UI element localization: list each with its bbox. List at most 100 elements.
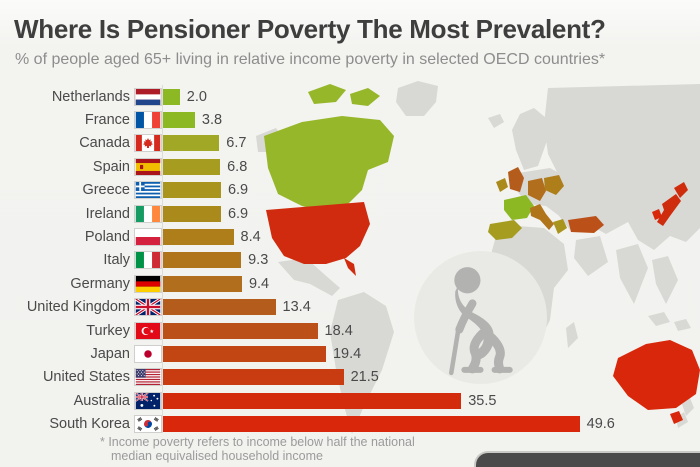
bar-row: Netherlands 2.0 bbox=[0, 85, 700, 108]
bar bbox=[163, 112, 195, 129]
bar bbox=[163, 88, 180, 105]
map-canada bbox=[264, 84, 394, 212]
bar bbox=[163, 322, 318, 339]
bar bbox=[163, 299, 276, 316]
map-united-kingdom bbox=[508, 167, 524, 192]
map-france bbox=[504, 195, 534, 220]
map-australia bbox=[613, 340, 700, 424]
page-title: Where Is Pensioner Poverty The Most Prev… bbox=[14, 14, 606, 44]
map-southeast-asia bbox=[652, 256, 678, 304]
bar-row: Japan 19.4 bbox=[0, 342, 700, 365]
bar-value-label: 8.4 bbox=[240, 229, 261, 246]
bar-row: Germany 9.4 bbox=[0, 272, 700, 295]
flag-au-icon bbox=[135, 392, 161, 409]
flag-tr-icon bbox=[135, 322, 161, 339]
bar bbox=[163, 369, 344, 386]
flag-us-icon bbox=[135, 369, 161, 386]
footnote: * Income poverty refers to income below … bbox=[100, 435, 415, 463]
map-indonesia-2 bbox=[674, 319, 691, 331]
bar-value-label: 3.8 bbox=[201, 112, 223, 129]
map-scandinavia bbox=[512, 108, 548, 170]
flag-ca-icon bbox=[135, 135, 161, 152]
bar bbox=[163, 392, 462, 409]
country-label: Greece bbox=[82, 182, 130, 199]
bar-chart: Netherlands 2.0 France 3.8 Canada 6.7 Sp… bbox=[0, 85, 700, 436]
bar-value-label: 21.5 bbox=[350, 369, 379, 386]
bar bbox=[163, 416, 580, 433]
elderly-person-with-cane-icon bbox=[449, 267, 513, 376]
map-arabia bbox=[574, 236, 608, 276]
country-label: France bbox=[84, 112, 130, 129]
footer-bar bbox=[474, 451, 700, 467]
flag-ie-icon bbox=[135, 205, 161, 222]
flag-gr-icon bbox=[135, 182, 161, 199]
bar-row: United States 21.5 bbox=[0, 366, 700, 389]
flag-it-icon bbox=[135, 252, 161, 269]
map-germany bbox=[528, 178, 546, 201]
cane bbox=[449, 327, 461, 376]
bar-value-label: 9.3 bbox=[248, 252, 269, 269]
bar-value-label: 6.7 bbox=[226, 135, 247, 152]
flag-fr-icon bbox=[135, 112, 161, 129]
country-label: South Korea bbox=[49, 416, 130, 433]
map-spain bbox=[488, 220, 522, 240]
map-turkey bbox=[568, 216, 604, 233]
flag-de-icon bbox=[135, 275, 161, 292]
flag-jp-icon bbox=[135, 345, 161, 362]
country-label: Spain bbox=[92, 158, 130, 175]
bar bbox=[163, 158, 221, 175]
bar-row: Turkey 18.4 bbox=[0, 319, 700, 342]
elderly-person-badge bbox=[414, 251, 547, 384]
map-japan bbox=[657, 182, 688, 226]
bar bbox=[163, 345, 326, 362]
bar-row: Greece 6.9 bbox=[0, 179, 700, 202]
country-label: Ireland bbox=[85, 205, 130, 222]
country-label: Canada bbox=[79, 135, 130, 152]
country-label: Poland bbox=[84, 229, 130, 246]
flag-pl-icon bbox=[135, 229, 161, 246]
bar-value-label: 49.6 bbox=[586, 416, 615, 433]
bar-value-label: 18.4 bbox=[324, 322, 353, 339]
map-ireland bbox=[496, 178, 508, 192]
bar-value-label: 6.8 bbox=[227, 158, 248, 175]
map-greece bbox=[553, 219, 567, 234]
flag-es-icon bbox=[135, 158, 161, 175]
bar bbox=[163, 229, 234, 246]
map-poland bbox=[544, 175, 564, 195]
map-united-states bbox=[266, 202, 370, 276]
map-south-korea bbox=[652, 209, 662, 220]
country-label: Australia bbox=[73, 392, 130, 409]
map-mexico bbox=[278, 258, 340, 296]
bar-row: Canada 6.7 bbox=[0, 132, 700, 155]
map-indonesia-1 bbox=[648, 312, 670, 326]
country-label: United States bbox=[42, 369, 130, 386]
country-label: United Kingdom bbox=[26, 299, 130, 316]
country-label: Italy bbox=[103, 252, 130, 269]
bar-row: South Korea 49.6 bbox=[0, 412, 700, 435]
bar bbox=[163, 252, 242, 269]
country-label: Netherlands bbox=[51, 88, 130, 105]
bar bbox=[163, 182, 221, 199]
bar-row: United Kingdom 13.4 bbox=[0, 296, 700, 319]
country-label: Turkey bbox=[86, 322, 130, 339]
flag-nl-icon bbox=[135, 88, 161, 105]
bar bbox=[163, 135, 220, 152]
map-greenland bbox=[396, 81, 438, 116]
country-label: Germany bbox=[70, 275, 130, 292]
map-madagascar bbox=[566, 322, 578, 348]
map-new-zealand-1 bbox=[682, 398, 694, 416]
map-italy bbox=[530, 204, 554, 230]
bar bbox=[163, 205, 221, 222]
axis-baseline bbox=[162, 85, 163, 433]
bar-row: Poland 8.4 bbox=[0, 225, 700, 248]
bar-value-label: 13.4 bbox=[282, 299, 311, 316]
bar-value-label: 6.9 bbox=[227, 205, 249, 222]
bar-row: France 3.8 bbox=[0, 108, 700, 131]
bar-value-label: 2.0 bbox=[186, 88, 207, 105]
map-india bbox=[616, 244, 648, 304]
country-label: Japan bbox=[90, 345, 130, 362]
flag-gb-icon bbox=[135, 299, 161, 316]
bar-row: Australia 35.5 bbox=[0, 389, 700, 412]
bar-row: Italy 9.3 bbox=[0, 249, 700, 272]
